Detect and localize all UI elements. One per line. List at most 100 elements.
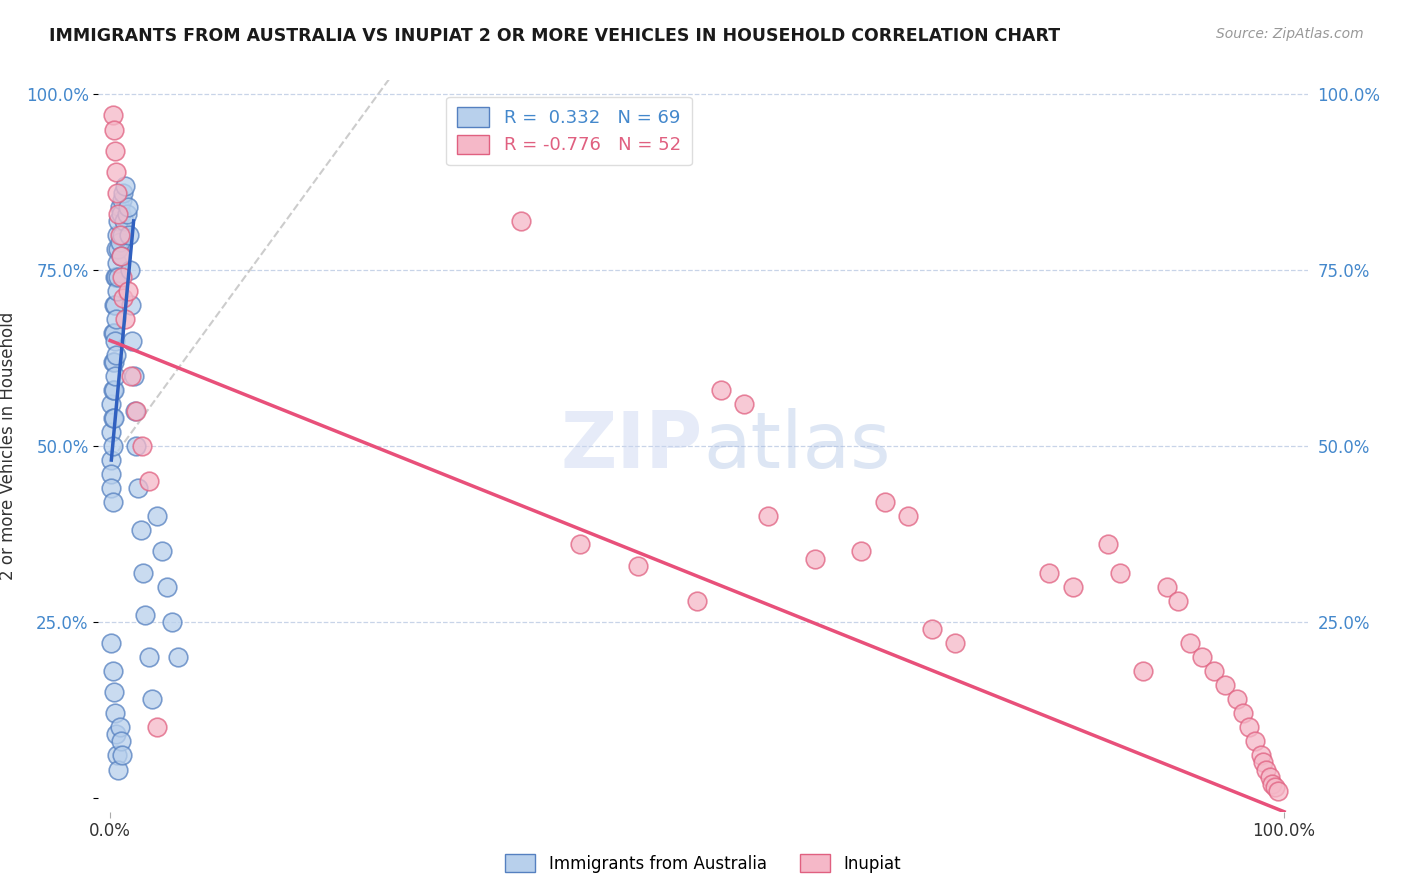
Point	[129, 524, 152, 538]
Point	[105, 748, 128, 763]
Point	[104, 270, 127, 285]
Point	[146, 720, 169, 734]
Point	[132, 566, 155, 580]
Point	[100, 481, 122, 495]
Point	[107, 214, 129, 228]
Point	[155, 580, 177, 594]
Point	[114, 178, 136, 193]
Point	[125, 439, 148, 453]
Point	[104, 368, 127, 383]
Point	[803, 551, 825, 566]
Point	[1264, 780, 1286, 794]
Point	[124, 404, 146, 418]
Point	[1237, 720, 1260, 734]
Point	[103, 122, 125, 136]
Point	[122, 368, 145, 383]
Point	[1267, 783, 1289, 797]
Point	[1261, 776, 1284, 790]
Point	[104, 334, 127, 348]
Point	[1097, 537, 1119, 551]
Point	[1250, 748, 1272, 763]
Point	[103, 298, 125, 312]
Point	[1156, 580, 1178, 594]
Point	[686, 593, 709, 607]
Point	[1202, 664, 1225, 678]
Point	[120, 298, 142, 312]
Point	[1215, 678, 1237, 692]
Text: ZIP: ZIP	[561, 408, 703, 484]
Point	[150, 544, 173, 558]
Point	[127, 481, 149, 495]
Point	[1167, 593, 1189, 607]
Legend: Immigrants from Australia, Inupiat: Immigrants from Australia, Inupiat	[499, 847, 907, 880]
Point	[111, 227, 134, 242]
Point	[1191, 650, 1213, 665]
Point	[101, 326, 124, 341]
Point	[117, 200, 139, 214]
Point	[1108, 566, 1130, 580]
Point	[107, 763, 129, 777]
Point	[115, 207, 138, 221]
Point	[108, 200, 131, 214]
Point	[897, 509, 920, 524]
Point	[851, 544, 873, 558]
Point	[568, 537, 591, 551]
Point	[105, 285, 128, 299]
Point	[131, 439, 153, 453]
Point	[1256, 763, 1278, 777]
Point	[107, 270, 129, 285]
Text: IMMIGRANTS FROM AUSTRALIA VS INUPIAT 2 OR MORE VEHICLES IN HOUSEHOLD CORRELATION: IMMIGRANTS FROM AUSTRALIA VS INUPIAT 2 O…	[49, 27, 1060, 45]
Point	[110, 207, 132, 221]
Point	[105, 727, 128, 741]
Text: Source: ZipAtlas.com: Source: ZipAtlas.com	[1216, 27, 1364, 41]
Point	[1232, 706, 1254, 721]
Point	[101, 354, 124, 368]
Point	[101, 664, 124, 678]
Point	[103, 410, 125, 425]
Point	[921, 622, 943, 636]
Point	[107, 207, 129, 221]
Point	[103, 354, 125, 368]
Text: atlas: atlas	[703, 408, 890, 484]
Point	[104, 298, 127, 312]
Point	[105, 348, 128, 362]
Point	[1251, 756, 1274, 770]
Point	[101, 383, 124, 397]
Point	[105, 164, 128, 178]
Point	[873, 495, 896, 509]
Point	[111, 270, 134, 285]
Point	[111, 193, 134, 207]
Point	[162, 615, 184, 629]
Point	[118, 227, 141, 242]
Point	[1132, 664, 1154, 678]
Point	[733, 397, 755, 411]
Point	[100, 425, 122, 439]
Point	[110, 249, 132, 263]
Point	[1226, 692, 1249, 706]
Point	[112, 291, 135, 305]
Point	[1038, 566, 1060, 580]
Point	[105, 242, 128, 256]
Point	[120, 263, 142, 277]
Point	[101, 495, 124, 509]
Point	[134, 607, 156, 622]
Point	[101, 410, 124, 425]
Point	[756, 509, 779, 524]
Point	[141, 692, 163, 706]
Point	[111, 748, 134, 763]
Point	[1180, 636, 1202, 650]
Legend: R =  0.332   N = 69, R = -0.776   N = 52: R = 0.332 N = 69, R = -0.776 N = 52	[446, 96, 692, 165]
Point	[108, 720, 131, 734]
Point	[103, 383, 125, 397]
Point	[105, 227, 128, 242]
Point	[100, 636, 122, 650]
Point	[138, 474, 160, 488]
Point	[101, 108, 124, 122]
Point	[103, 685, 125, 699]
Point	[1258, 770, 1281, 784]
Point	[103, 326, 125, 341]
Point	[110, 249, 132, 263]
Y-axis label: 2 or more Vehicles in Household: 2 or more Vehicles in Household	[0, 312, 17, 580]
Point	[1062, 580, 1084, 594]
Point	[100, 467, 122, 482]
